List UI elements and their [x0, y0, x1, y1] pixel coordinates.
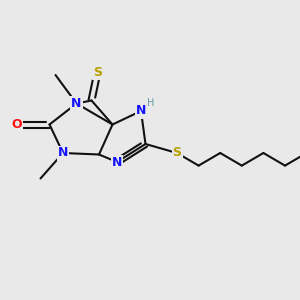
Text: N: N	[136, 104, 146, 118]
Text: S: S	[93, 65, 102, 79]
Text: N: N	[71, 97, 82, 110]
Text: O: O	[11, 118, 22, 131]
Text: N: N	[58, 146, 68, 160]
Text: S: S	[172, 146, 182, 160]
Text: H: H	[147, 98, 154, 109]
Text: N: N	[112, 155, 122, 169]
